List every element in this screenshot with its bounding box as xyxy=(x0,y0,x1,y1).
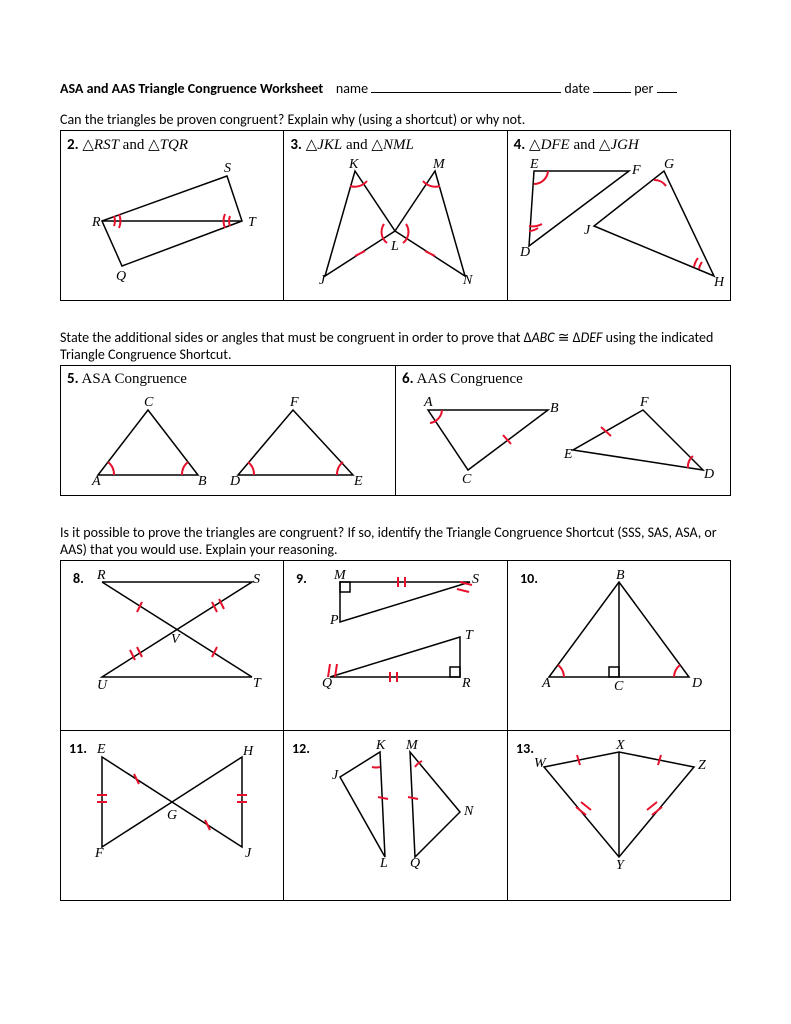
svg-text:E: E xyxy=(529,157,539,172)
svg-text:8.: 8. xyxy=(73,570,84,587)
section2-grid: 5. ASA Congruence A B C D E F 6. AAS Con… xyxy=(60,365,731,496)
diagram-9: 9. M S P Q R T xyxy=(290,567,500,717)
svg-text:D: D xyxy=(703,467,714,482)
section1-instruction: Can the triangles be proven congruent? E… xyxy=(60,111,731,128)
svg-text:E: E xyxy=(353,474,363,485)
svg-text:S: S xyxy=(253,572,260,587)
svg-text:V: V xyxy=(171,632,181,647)
svg-text:J: J xyxy=(319,273,326,286)
svg-text:X: X xyxy=(615,738,625,753)
svg-text:A: A xyxy=(541,676,551,691)
svg-text:C: C xyxy=(614,679,624,694)
section3-grid: 8. R S U T V 9. M S P Q R T 10. A xyxy=(60,560,731,901)
svg-text:T: T xyxy=(253,676,262,691)
date-blank[interactable] xyxy=(593,81,631,93)
svg-text:U: U xyxy=(97,678,108,693)
svg-text:B: B xyxy=(198,474,207,485)
problem-4: 4. △DFE and △JGH E F D G J H xyxy=(507,131,730,301)
svg-text:M: M xyxy=(333,568,347,583)
problem-3: 3. △JKL and △NML J K L M N xyxy=(284,131,507,301)
svg-text:E: E xyxy=(563,447,573,462)
svg-text:13.: 13. xyxy=(516,740,534,757)
svg-text:Y: Y xyxy=(616,858,626,873)
svg-text:A: A xyxy=(91,474,101,485)
svg-text:11.: 11. xyxy=(69,740,87,757)
diagram-10: 10. A B C D xyxy=(514,567,724,717)
problem-2: 2. △RST and △TQR R S T Q xyxy=(61,131,284,301)
worksheet-title: ASA and AAS Triangle Congruence Workshee… xyxy=(60,80,323,97)
svg-text:T: T xyxy=(465,628,474,643)
svg-text:J: J xyxy=(584,223,591,238)
svg-text:Q: Q xyxy=(116,269,126,284)
svg-text:G: G xyxy=(167,808,177,823)
name-blank[interactable] xyxy=(371,81,561,93)
problem-12: 12. J K L M N Q xyxy=(284,731,507,901)
problem-11: 11. E H F J G xyxy=(61,731,284,901)
per-label: per xyxy=(634,80,653,97)
problem-10: 10. A B C D xyxy=(507,561,730,731)
svg-text:J: J xyxy=(245,846,252,861)
svg-text:K: K xyxy=(348,157,359,172)
per-blank[interactable] xyxy=(657,81,677,93)
svg-text:L: L xyxy=(390,239,399,254)
svg-text:M: M xyxy=(432,157,446,172)
svg-text:R: R xyxy=(461,676,471,691)
svg-text:L: L xyxy=(379,856,388,871)
diagram-2: R S T Q xyxy=(72,156,272,286)
problem-9: 9. M S P Q R T xyxy=(284,561,507,731)
date-label: date xyxy=(564,80,589,97)
svg-text:B: B xyxy=(616,568,625,583)
diagram-12: 12. J K L M N Q xyxy=(290,737,500,887)
svg-text:N: N xyxy=(463,804,474,819)
diagram-13: 13. W X Z Y xyxy=(514,737,724,887)
svg-text:J: J xyxy=(332,768,339,783)
svg-text:F: F xyxy=(631,163,641,178)
svg-text:10.: 10. xyxy=(520,570,538,587)
svg-text:E: E xyxy=(96,742,106,757)
section1-grid: 2. △RST and △TQR R S T Q 3. △JKL and △NM… xyxy=(60,130,731,301)
svg-text:Q: Q xyxy=(410,856,420,871)
svg-text:T: T xyxy=(248,215,257,230)
diagram-5: A B C D E F xyxy=(78,390,378,485)
svg-text:P: P xyxy=(329,613,339,628)
svg-text:12.: 12. xyxy=(292,740,310,757)
worksheet-header: ASA and AAS Triangle Congruence Workshee… xyxy=(60,80,731,97)
svg-text:9.: 9. xyxy=(296,570,307,587)
svg-text:F: F xyxy=(639,395,649,410)
svg-text:G: G xyxy=(664,157,674,172)
section2-instruction: State the additional sides or angles tha… xyxy=(60,329,731,363)
svg-text:H: H xyxy=(242,744,254,759)
section3-instruction: Is it possible to prove the triangles ar… xyxy=(60,524,731,558)
problem-8: 8. R S U T V xyxy=(61,561,284,731)
svg-text:C: C xyxy=(462,472,472,485)
svg-text:F: F xyxy=(289,395,299,410)
svg-text:S: S xyxy=(224,161,231,176)
svg-text:K: K xyxy=(375,738,386,753)
diagram-11: 11. E H F J G xyxy=(67,737,277,887)
svg-text:F: F xyxy=(94,846,104,861)
svg-text:A: A xyxy=(423,395,433,410)
svg-text:R: R xyxy=(96,568,106,583)
name-label: name xyxy=(336,80,368,97)
diagram-3: J K L M N xyxy=(295,156,495,286)
diagram-4: E F D G J H xyxy=(514,156,724,286)
problem-5: 5. ASA Congruence A B C D E F xyxy=(61,366,396,496)
svg-text:M: M xyxy=(405,738,419,753)
svg-text:D: D xyxy=(229,474,240,485)
svg-text:N: N xyxy=(462,273,473,286)
problem-13: 13. W X Z Y xyxy=(507,731,730,901)
svg-text:Z: Z xyxy=(698,758,706,773)
diagram-8: 8. R S U T V xyxy=(67,567,277,717)
svg-text:D: D xyxy=(691,676,702,691)
problem-6: 6. AAS Congruence A B C E F D xyxy=(396,366,731,496)
svg-text:B: B xyxy=(550,401,559,416)
diagram-6: A B C E F D xyxy=(408,390,718,485)
svg-text:H: H xyxy=(713,275,724,286)
svg-text:S: S xyxy=(472,572,479,587)
svg-text:Q: Q xyxy=(322,676,332,691)
svg-text:W: W xyxy=(534,756,547,771)
svg-text:D: D xyxy=(519,245,530,260)
svg-text:C: C xyxy=(144,395,154,410)
svg-text:R: R xyxy=(91,215,101,230)
